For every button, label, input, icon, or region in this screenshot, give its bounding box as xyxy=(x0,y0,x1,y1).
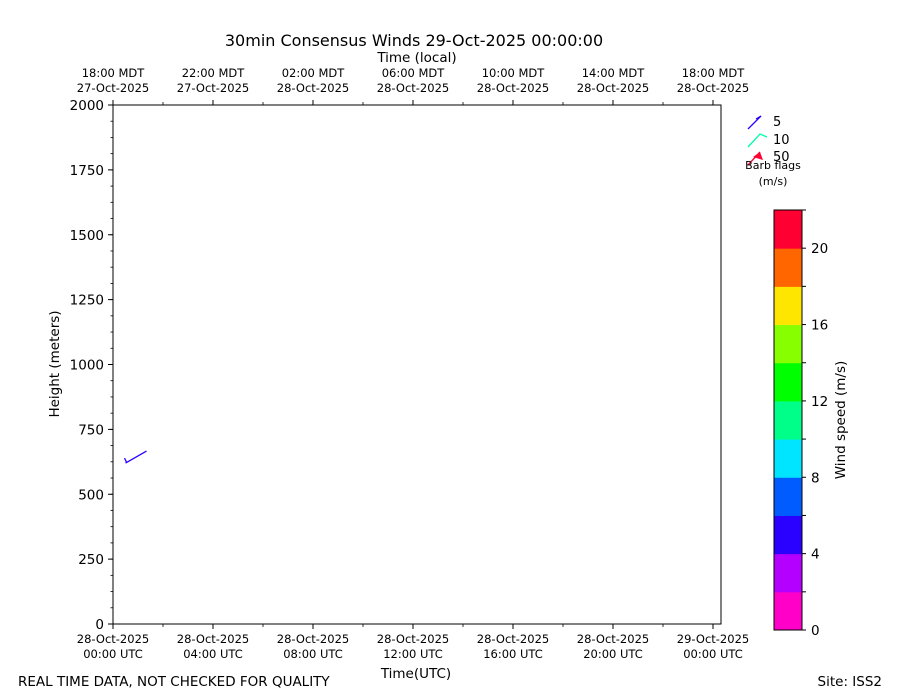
x-tick-time: 20:00 UTC xyxy=(583,647,643,661)
top-tick-date: 27-Oct-2025 xyxy=(77,81,149,95)
x-tick-time: 04:00 UTC xyxy=(183,647,243,661)
wind-barbs xyxy=(123,450,147,464)
legend-caption-line1: Barb flags xyxy=(745,159,801,172)
colorbar-ticks: 0 4 8 12 16 20 xyxy=(802,209,828,639)
legend-barb-5-flag xyxy=(755,115,762,120)
colorbar-segment xyxy=(774,324,802,364)
colorbar-segment xyxy=(774,477,802,516)
x-tick-time: 16:00 UTC xyxy=(483,647,543,661)
x-axis-label: Time(UTC) xyxy=(380,666,451,682)
site-label: Site: ISS2 xyxy=(818,674,882,690)
colorbar-tick-label: 16 xyxy=(811,318,828,334)
top-tick-time: 10:00 MDT xyxy=(482,66,546,80)
legend-caption-line2: (m/s) xyxy=(759,175,788,188)
colorbar-segment xyxy=(774,248,802,287)
colorbar-segment xyxy=(774,439,802,478)
top-tick-time: 22:00 MDT xyxy=(182,66,246,80)
wind-barb-flag xyxy=(123,457,128,463)
colorbar-tick-label: 12 xyxy=(811,394,828,410)
x-tick-date: 28-Oct-2025 xyxy=(77,632,149,646)
y-tick-label: 250 xyxy=(78,552,104,568)
top-tick-date: 28-Oct-2025 xyxy=(677,81,749,95)
colorbar-tick-label: 8 xyxy=(811,470,820,486)
top-axis-label: Time (local) xyxy=(376,50,456,66)
x-tick-time: 00:00 UTC xyxy=(83,647,143,661)
x-tick-date: 28-Oct-2025 xyxy=(177,632,249,646)
x-tick-time: 08:00 UTC xyxy=(283,647,343,661)
plot-area xyxy=(112,104,722,625)
y-tick-label: 500 xyxy=(78,487,104,503)
wind-barb xyxy=(125,450,147,464)
x-tick-date: 28-Oct-2025 xyxy=(477,632,549,646)
top-tick-time: 02:00 MDT xyxy=(282,66,346,80)
colorbar-segment xyxy=(774,362,802,402)
y-tick-label: 2000 xyxy=(70,98,104,114)
x-tick-date: 29-Oct-2025 xyxy=(677,632,749,646)
colorbar-segment xyxy=(774,553,802,593)
top-tick-date: 28-Oct-2025 xyxy=(377,81,449,95)
colorbar-segment xyxy=(774,210,802,249)
colorbar-tick-label: 20 xyxy=(811,241,828,257)
legend-label-5: 5 xyxy=(773,115,781,130)
legend-barb-5-icon xyxy=(747,115,762,130)
colorbar-segment xyxy=(774,400,802,440)
top-tick-date: 28-Oct-2025 xyxy=(477,81,549,95)
top-tick-time: 18:00 MDT xyxy=(682,66,746,80)
top-tick-time: 14:00 MDT xyxy=(582,66,646,80)
top-tick-date: 28-Oct-2025 xyxy=(277,81,349,95)
x-tick-time: 12:00 UTC xyxy=(383,647,443,661)
colorbar-tick-label: 4 xyxy=(811,547,820,563)
legend-label-50: 50 xyxy=(773,150,790,165)
legend-barb-10-icon xyxy=(747,133,768,148)
x-tick-time: 00:00 UTC xyxy=(683,647,743,661)
colorbar-segment xyxy=(774,515,802,555)
y-axis-label: Height (meters) xyxy=(47,310,63,417)
colorbar-label: Wind speed (m/s) xyxy=(833,361,849,480)
y-tick-label: 1500 xyxy=(70,228,104,244)
top-tick-time: 18:00 MDT xyxy=(82,66,146,80)
colorbar xyxy=(774,210,802,631)
top-tick-time: 06:00 MDT xyxy=(382,66,446,80)
chart-title: 30min Consensus Winds 29-Oct-2025 00:00:… xyxy=(225,31,603,50)
colorbar-segment xyxy=(774,591,802,631)
colorbar-segment xyxy=(774,286,802,326)
top-tick-date: 27-Oct-2025 xyxy=(177,81,249,95)
x-tick-date: 28-Oct-2025 xyxy=(577,632,649,646)
y-tick-label: 1000 xyxy=(70,358,104,374)
y-tick-label: 750 xyxy=(78,422,104,438)
quality-disclaimer: REAL TIME DATA, NOT CHECKED FOR QUALITY xyxy=(18,674,330,690)
colorbar-frame xyxy=(773,209,803,631)
legend-barb-50-pennant xyxy=(753,152,763,160)
y-tick-label: 0 xyxy=(95,617,104,633)
barb-legend: 5 10 50 Barb flags (m/s) xyxy=(745,115,801,188)
y-tick-label: 1250 xyxy=(70,293,104,309)
x-tick-date: 28-Oct-2025 xyxy=(277,632,349,646)
legend-label-10: 10 xyxy=(773,133,790,148)
y-axis: 0 250 500 750 1000 1250 1500 1750 2000 xyxy=(70,98,113,633)
x-tick-date: 28-Oct-2025 xyxy=(377,632,449,646)
y-tick-label: 1750 xyxy=(70,163,104,179)
top-tick-date: 28-Oct-2025 xyxy=(577,81,649,95)
colorbar-tick-label: 0 xyxy=(811,623,820,639)
